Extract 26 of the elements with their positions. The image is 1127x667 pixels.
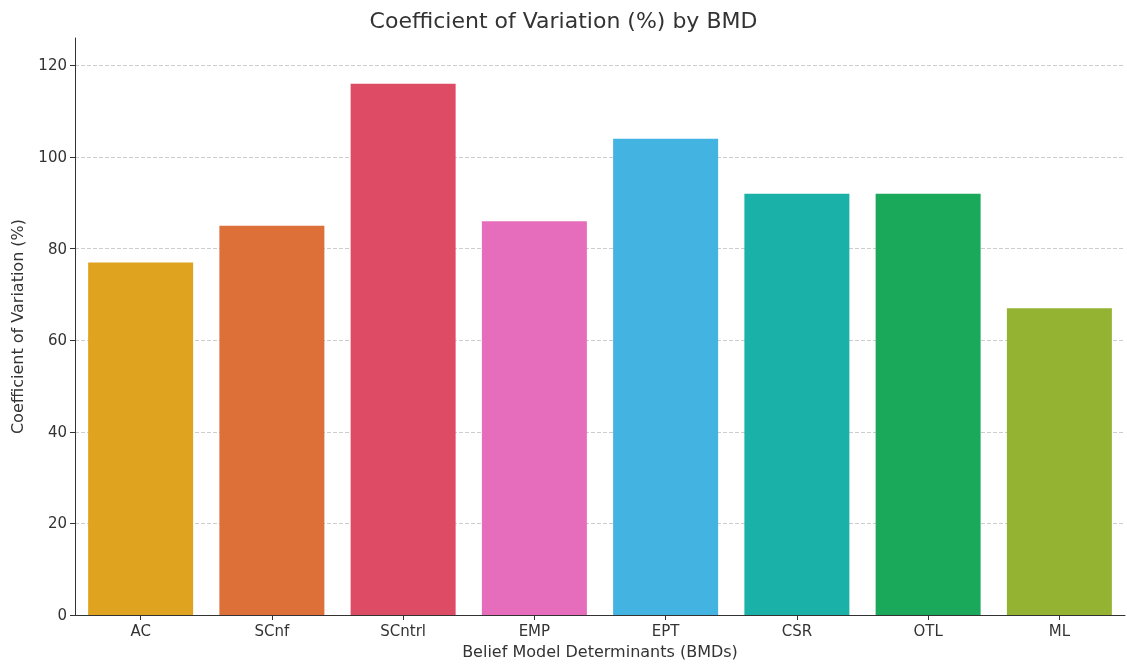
- bar: [875, 193, 981, 615]
- x-tick-label: ML: [1048, 621, 1071, 640]
- y-tick-label: 80: [47, 239, 67, 258]
- bar: [1006, 308, 1112, 615]
- y-tick-label: 20: [47, 514, 67, 533]
- x-tick-label: AC: [130, 621, 151, 640]
- bar: [88, 262, 194, 615]
- bar: [744, 193, 850, 615]
- bar: [481, 221, 587, 615]
- y-axis-title: Coefficient of Variation (%): [7, 218, 27, 435]
- y-tick-label: 120: [38, 56, 67, 75]
- bar: [613, 138, 719, 615]
- chart-title: Coefficient of Variation (%) by BMD: [369, 7, 758, 33]
- y-tick-label: 40: [47, 422, 67, 441]
- x-tick-label: EMP: [518, 621, 551, 640]
- x-tick-label: EPT: [651, 621, 681, 640]
- x-tick-label: SCnf: [254, 621, 290, 640]
- x-tick-label: SCntrl: [380, 621, 426, 640]
- y-tick-label: 0: [57, 606, 67, 624]
- x-tick-label: CSR: [781, 621, 813, 640]
- bar: [350, 83, 456, 615]
- y-tick-label: 100: [38, 148, 67, 167]
- x-axis-title: Belief Model Determinants (BMDs): [462, 641, 738, 661]
- y-tick-label: 60: [47, 331, 67, 350]
- x-tick-label: OTL: [913, 621, 944, 640]
- bar: [219, 225, 325, 615]
